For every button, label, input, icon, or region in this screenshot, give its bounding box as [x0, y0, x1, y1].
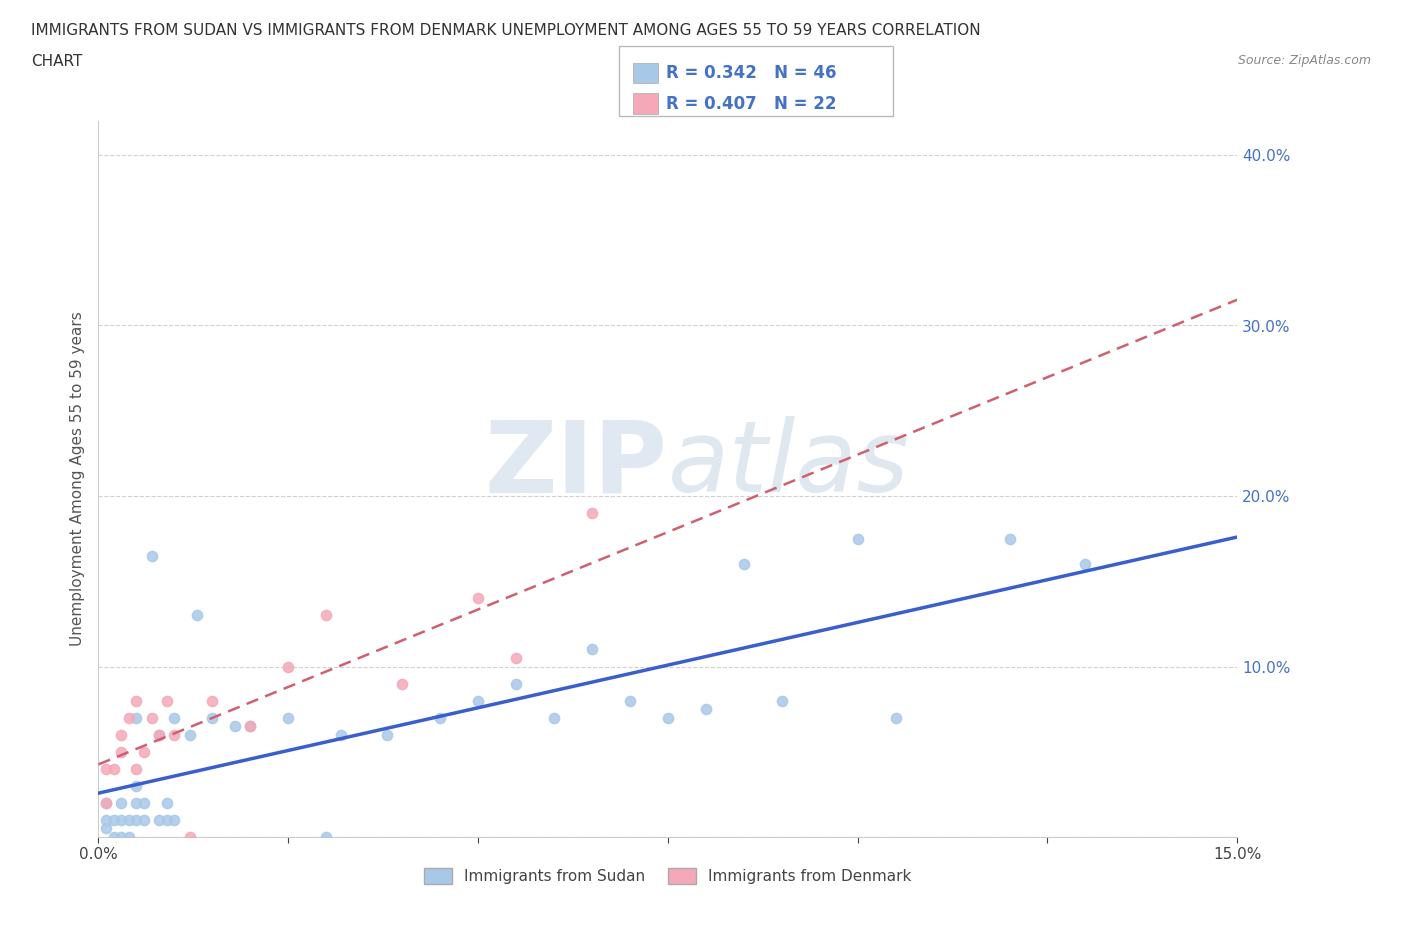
Point: [998, 531, 1021, 546]
Point: [141, 549, 163, 564]
Point: [315, 608, 337, 623]
Point: [125, 795, 148, 810]
Point: [330, 727, 353, 742]
Point: [110, 795, 132, 810]
Point: [125, 778, 148, 793]
Point: [118, 830, 141, 844]
Point: [846, 531, 869, 546]
Point: [186, 608, 208, 623]
Point: [141, 711, 163, 725]
Point: [1074, 557, 1097, 572]
Point: [505, 676, 527, 691]
Point: [375, 727, 398, 742]
Point: [505, 651, 527, 666]
Text: ZIP: ZIP: [485, 416, 668, 513]
Point: [239, 719, 262, 734]
Point: [543, 711, 565, 725]
Point: [277, 659, 299, 674]
Point: [201, 711, 224, 725]
Point: [103, 830, 125, 844]
Point: [179, 727, 201, 742]
Point: [148, 727, 170, 742]
Point: [695, 702, 717, 717]
Point: [770, 693, 793, 708]
Point: [429, 711, 451, 725]
Text: R = 0.342   N = 46: R = 0.342 N = 46: [666, 64, 837, 82]
Point: [103, 813, 125, 828]
Point: [148, 727, 170, 742]
Point: [148, 813, 170, 828]
Point: [132, 813, 155, 828]
Point: [163, 813, 186, 828]
Point: [156, 795, 179, 810]
Point: [94, 762, 117, 777]
Text: Source: ZipAtlas.com: Source: ZipAtlas.com: [1237, 54, 1371, 67]
Point: [94, 821, 117, 836]
Point: [156, 693, 179, 708]
Point: [94, 795, 117, 810]
Text: R = 0.407   N = 22: R = 0.407 N = 22: [666, 95, 837, 113]
Point: [884, 711, 907, 725]
Point: [125, 762, 148, 777]
Point: [94, 813, 117, 828]
Point: [163, 727, 186, 742]
Text: IMMIGRANTS FROM SUDAN VS IMMIGRANTS FROM DENMARK UNEMPLOYMENT AMONG AGES 55 TO 5: IMMIGRANTS FROM SUDAN VS IMMIGRANTS FROM…: [31, 23, 980, 38]
Point: [110, 813, 132, 828]
Point: [201, 693, 224, 708]
Point: [125, 693, 148, 708]
Point: [467, 693, 489, 708]
Point: [619, 693, 641, 708]
Point: [103, 762, 125, 777]
Point: [156, 813, 179, 828]
Point: [110, 744, 132, 759]
Point: [467, 591, 489, 605]
Point: [125, 711, 148, 725]
Point: [118, 813, 141, 828]
Point: [163, 711, 186, 725]
Point: [657, 711, 679, 725]
Point: [110, 830, 132, 844]
Point: [94, 795, 117, 810]
Point: [224, 719, 246, 734]
Point: [315, 830, 337, 844]
Point: [110, 727, 132, 742]
Point: [132, 795, 155, 810]
Point: [581, 642, 603, 657]
Point: [132, 744, 155, 759]
Point: [733, 557, 755, 572]
Y-axis label: Unemployment Among Ages 55 to 59 years: Unemployment Among Ages 55 to 59 years: [69, 312, 84, 646]
Legend: Immigrants from Sudan, Immigrants from Denmark: Immigrants from Sudan, Immigrants from D…: [419, 862, 917, 890]
Point: [391, 676, 413, 691]
Point: [239, 719, 262, 734]
Point: [277, 711, 299, 725]
Point: [179, 830, 201, 844]
Point: [581, 506, 603, 521]
Point: [125, 813, 148, 828]
Text: CHART: CHART: [31, 54, 83, 69]
Point: [118, 711, 141, 725]
Text: atlas: atlas: [668, 416, 910, 513]
